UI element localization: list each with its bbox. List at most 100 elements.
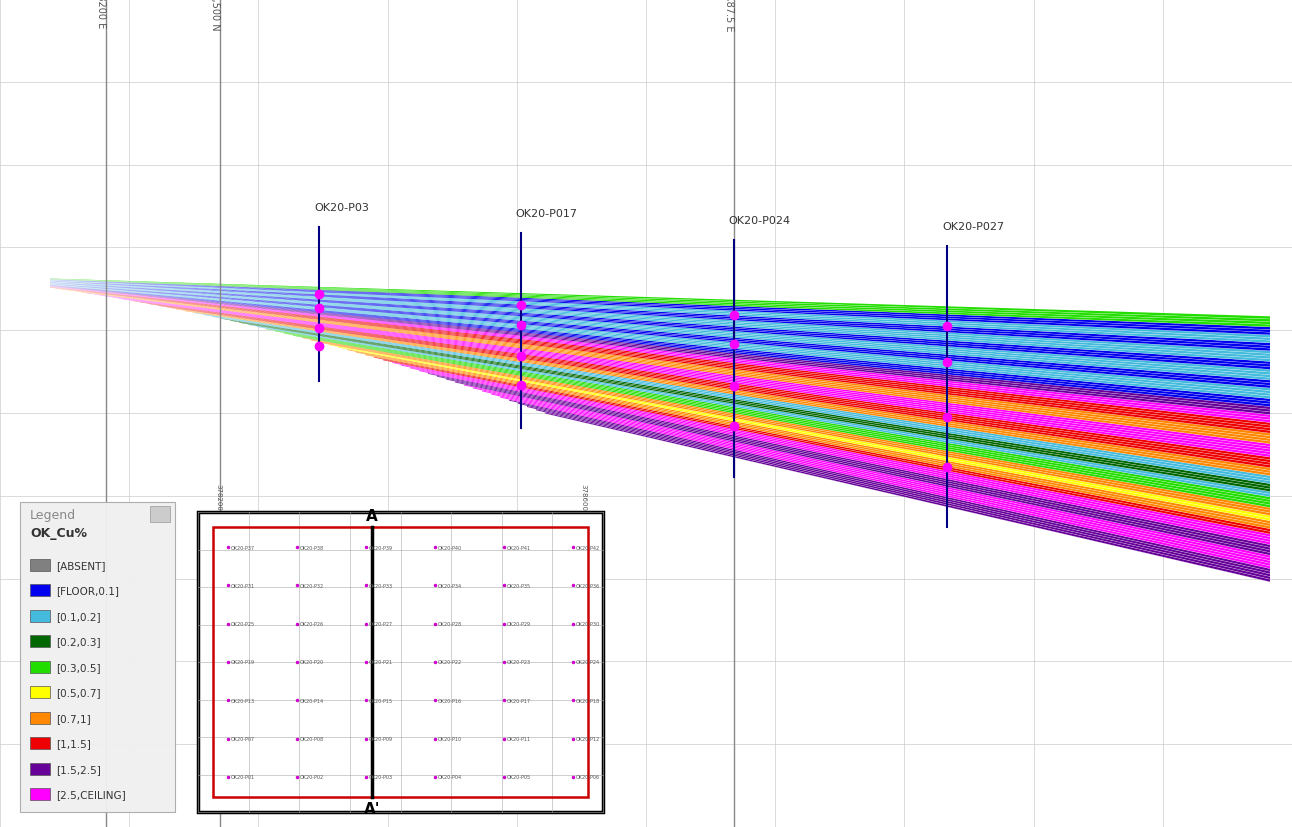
Polygon shape [50, 285, 1270, 402]
Polygon shape [50, 281, 1270, 347]
Polygon shape [357, 352, 1270, 527]
Polygon shape [50, 285, 1270, 399]
Polygon shape [239, 323, 1270, 492]
Text: OK20-P42: OK20-P42 [576, 545, 599, 550]
Text: 378,87.5 E: 378,87.5 E [724, 0, 734, 31]
Polygon shape [185, 311, 1270, 476]
Polygon shape [50, 286, 1270, 413]
Polygon shape [50, 283, 1270, 367]
Polygon shape [230, 321, 1270, 490]
Polygon shape [50, 287, 1270, 420]
Polygon shape [140, 303, 1270, 463]
Polygon shape [130, 301, 1270, 460]
Polygon shape [50, 284, 1270, 380]
Polygon shape [284, 333, 1270, 505]
Polygon shape [50, 284, 1270, 391]
Polygon shape [50, 282, 1270, 354]
Polygon shape [50, 280, 1270, 325]
Bar [30, 712, 50, 724]
Bar [30, 686, 50, 699]
Text: OK20-P03: OK20-P03 [370, 775, 393, 780]
Text: OK20-P06: OK20-P06 [576, 775, 599, 780]
Text: 378600: 378600 [580, 484, 587, 510]
Polygon shape [50, 287, 1270, 423]
Bar [213, 528, 588, 797]
Polygon shape [455, 382, 1270, 556]
Polygon shape [50, 282, 1270, 351]
Polygon shape [50, 281, 1270, 341]
Polygon shape [121, 299, 1270, 457]
Polygon shape [473, 388, 1270, 561]
Polygon shape [302, 338, 1270, 510]
Bar [30, 738, 50, 749]
Polygon shape [320, 342, 1270, 516]
Polygon shape [518, 404, 1270, 574]
Polygon shape [464, 385, 1270, 558]
Polygon shape [266, 329, 1270, 500]
Polygon shape [527, 406, 1270, 577]
Polygon shape [50, 280, 1270, 338]
Polygon shape [50, 283, 1270, 370]
Text: OK20-P32: OK20-P32 [300, 583, 324, 588]
Text: OK20-P36: OK20-P36 [576, 583, 599, 588]
Polygon shape [50, 280, 1270, 323]
Polygon shape [50, 283, 1270, 365]
Text: [1.5,2.5]: [1.5,2.5] [56, 764, 101, 774]
Text: [0.3,0.5]: [0.3,0.5] [56, 662, 101, 672]
Polygon shape [437, 376, 1270, 550]
Polygon shape [158, 306, 1270, 468]
Polygon shape [293, 336, 1270, 508]
Text: OK20-P027: OK20-P027 [942, 222, 1004, 232]
Text: OK20-P01: OK20-P01 [231, 775, 255, 780]
Polygon shape [482, 391, 1270, 564]
Text: OK20-P02: OK20-P02 [300, 775, 324, 780]
Polygon shape [96, 295, 1270, 450]
Text: 378200 E: 378200 E [96, 0, 106, 28]
Polygon shape [50, 284, 1270, 394]
Bar [30, 610, 50, 622]
Polygon shape [68, 290, 1270, 442]
Polygon shape [248, 325, 1270, 495]
Text: [0.2,0.3]: [0.2,0.3] [56, 637, 101, 647]
Polygon shape [50, 284, 1270, 375]
Polygon shape [536, 409, 1270, 580]
Bar [30, 661, 50, 673]
Polygon shape [78, 292, 1270, 444]
Polygon shape [500, 397, 1270, 569]
Polygon shape [491, 394, 1270, 566]
Text: OK20-P40: OK20-P40 [438, 545, 463, 550]
Polygon shape [50, 281, 1270, 343]
Polygon shape [382, 360, 1270, 534]
Text: OK20-P25: OK20-P25 [231, 621, 255, 626]
Polygon shape [112, 298, 1270, 455]
Text: OK20-P33: OK20-P33 [370, 583, 393, 588]
Text: Legend: Legend [30, 508, 76, 521]
Polygon shape [50, 285, 1270, 396]
Polygon shape [50, 287, 1270, 418]
Polygon shape [50, 281, 1270, 349]
Polygon shape [212, 317, 1270, 484]
Text: OK_Cu%: OK_Cu% [30, 526, 87, 539]
Polygon shape [348, 350, 1270, 523]
Text: OK20-P29: OK20-P29 [506, 621, 531, 626]
Polygon shape [50, 288, 1270, 437]
Text: [0.5,0.7]: [0.5,0.7] [56, 687, 101, 697]
Bar [198, 513, 603, 812]
Text: OK20-P21: OK20-P21 [370, 660, 393, 665]
Text: OK20-P22: OK20-P22 [438, 660, 463, 665]
Text: OK20-P39: OK20-P39 [370, 545, 393, 550]
Polygon shape [401, 366, 1270, 540]
Text: A: A [366, 509, 379, 523]
Text: OK20-P03: OK20-P03 [314, 203, 370, 213]
Polygon shape [194, 313, 1270, 479]
Polygon shape [50, 283, 1270, 373]
Polygon shape [50, 286, 1270, 415]
Text: OK20-P35: OK20-P35 [506, 583, 531, 588]
Polygon shape [50, 280, 1270, 336]
Text: OK20-P17: OK20-P17 [506, 698, 531, 703]
Polygon shape [50, 284, 1270, 383]
Polygon shape [50, 282, 1270, 362]
Text: [1,1.5]: [1,1.5] [56, 739, 90, 748]
Polygon shape [275, 331, 1270, 503]
Bar [150, 506, 171, 523]
